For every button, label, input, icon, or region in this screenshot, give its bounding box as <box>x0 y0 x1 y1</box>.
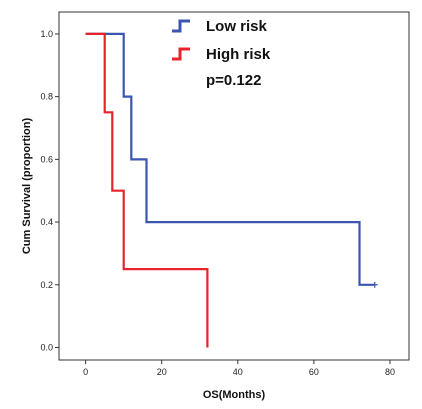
series-line-high-risk <box>85 32 209 348</box>
y-tick-label: 0.0 <box>40 342 53 352</box>
x-axis-title: OS(Months) <box>203 389 266 401</box>
y-tick-label: 1.0 <box>40 29 53 39</box>
plot-frame <box>58 11 410 361</box>
x-tick-label: 0 <box>83 367 88 377</box>
legend: Low risk High risk <box>172 18 271 63</box>
y-tick-label: 0.8 <box>40 92 53 102</box>
series-line-low-risk <box>85 32 375 286</box>
x-tick-label: 80 <box>385 367 395 377</box>
y-tick-label: 0.6 <box>40 154 53 164</box>
series-layer <box>85 32 378 348</box>
legend-swatch-low-risk <box>172 19 190 33</box>
x-tick-label: 20 <box>157 367 167 377</box>
legend-swatch-high-risk <box>172 47 190 61</box>
p-value-annotation: p=0.122 <box>206 72 261 89</box>
x-tick-label: 40 <box>233 367 243 377</box>
x-axis: 0 20 40 60 80 <box>83 360 395 377</box>
y-axis: 0.0 0.2 0.4 0.6 0.8 1.0 <box>40 29 59 352</box>
legend-label-high-risk: High risk <box>206 46 271 63</box>
x-tick-label: 60 <box>309 367 319 377</box>
legend-label-low-risk: Low risk <box>206 18 268 35</box>
y-tick-label: 0.4 <box>40 217 53 227</box>
y-tick-label: 0.2 <box>40 280 53 290</box>
y-axis-title: Cum Survival (proportion) <box>21 118 33 255</box>
